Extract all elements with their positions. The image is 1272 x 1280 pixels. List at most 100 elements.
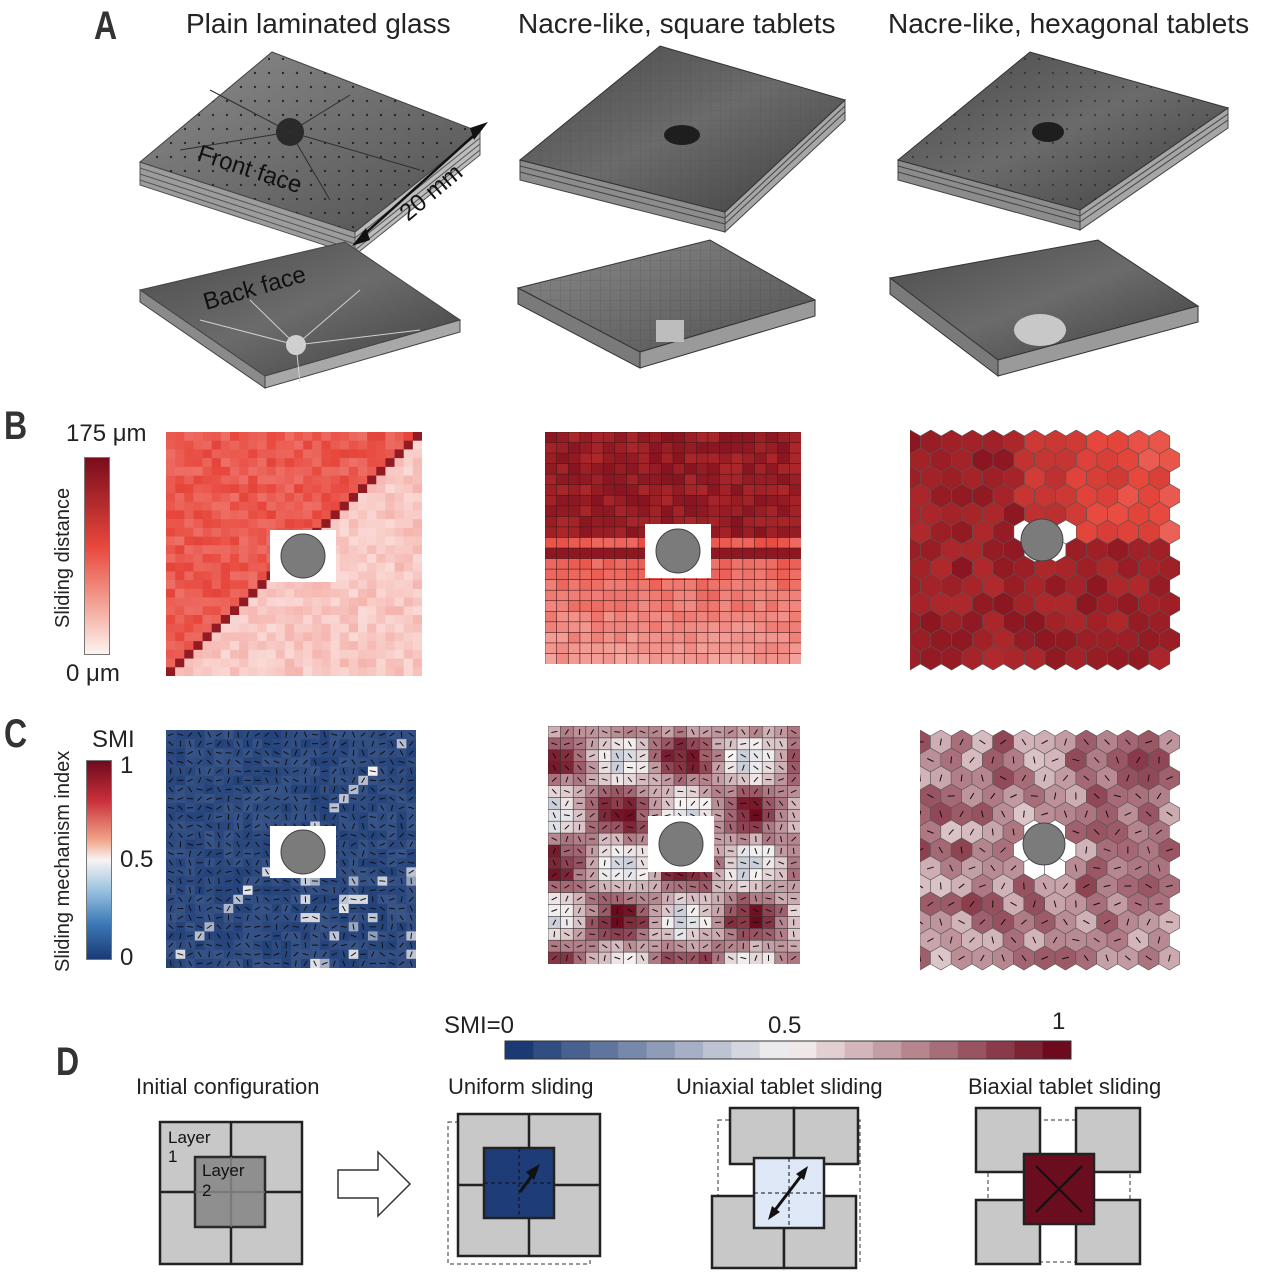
heatmap-cell <box>193 658 203 668</box>
mechanism-glyph <box>389 750 395 756</box>
heatmap-cell <box>567 642 581 655</box>
mechanism-glyph <box>254 878 260 884</box>
heatmap-cell <box>545 505 558 517</box>
mechanism-glyph <box>652 777 658 782</box>
mechanism-glyph <box>390 923 393 930</box>
heatmap-cell <box>166 536 176 546</box>
mechanism-glyph <box>340 741 347 746</box>
mechanism-glyph <box>399 814 404 820</box>
mechanism-glyph <box>360 880 367 882</box>
mechanism-glyph <box>303 731 308 738</box>
heatmap-cell <box>376 545 386 555</box>
heatmap-cell <box>579 621 593 633</box>
heatmap-cell <box>403 658 414 668</box>
heatmap-cell <box>230 597 240 607</box>
heatmap-cell <box>166 588 176 598</box>
heatmap-cell <box>266 466 277 476</box>
heatmap-cell <box>202 493 213 503</box>
mechanism-glyph <box>552 859 557 866</box>
colorbar-swatch <box>646 1041 676 1059</box>
mechanism-glyph <box>292 944 299 947</box>
mechanism-glyph <box>168 786 174 793</box>
mechanism-glyph <box>999 775 1007 781</box>
mechanism-glyph <box>1021 774 1027 782</box>
heatmap-cell <box>193 501 203 511</box>
mechanism-glyph <box>379 733 386 737</box>
heatmap-cell <box>239 580 249 590</box>
mechanism-glyph <box>196 944 203 946</box>
heatmap-cell <box>175 588 185 598</box>
heatmap-cell <box>614 442 628 454</box>
heatmap-cell <box>239 632 249 642</box>
heatmap-cell <box>348 475 359 485</box>
heatmap-cell <box>545 537 558 549</box>
heatmap-cell <box>321 484 331 494</box>
heatmap-cell <box>649 484 662 496</box>
mechanism-glyph <box>284 740 289 747</box>
heatmap-cell <box>385 501 395 511</box>
heatmap-cell <box>303 449 313 459</box>
mechanism-glyph <box>294 960 297 967</box>
heatmap-cell <box>777 642 790 655</box>
mechanism-glyph <box>370 878 375 884</box>
heatmap-cell <box>348 615 359 625</box>
mechanism-glyph <box>362 740 365 747</box>
heatmap-cell <box>649 432 662 444</box>
heatmap-cell <box>275 484 286 494</box>
mechanism-glyph <box>564 765 570 771</box>
mechanism-glyph <box>715 931 721 937</box>
heatmap-cell <box>626 558 639 570</box>
heatmap-cell <box>193 449 203 459</box>
heatmap-cell <box>789 494 801 507</box>
panel-label-c: C <box>4 712 28 756</box>
heatmap-cell <box>294 449 304 459</box>
mechanism-glyph <box>215 779 222 782</box>
heatmap-cell <box>556 505 569 517</box>
mechanism-glyph <box>627 955 633 961</box>
heatmap-cell <box>239 571 249 581</box>
mechanism-glyph <box>602 741 607 747</box>
mechanism-glyph <box>197 777 202 784</box>
heatmap-cell <box>166 571 176 581</box>
heatmap-cell <box>348 571 359 581</box>
heatmap-cell <box>567 610 581 623</box>
heatmap-cell <box>303 588 313 598</box>
mechanism-glyph <box>321 961 328 965</box>
heatmap-cell <box>394 667 405 676</box>
heatmap-cell <box>719 432 732 444</box>
mechanism-glyph <box>198 905 201 912</box>
mechanism-glyph <box>351 878 356 884</box>
heatmap-cell <box>330 493 341 503</box>
mechanism-glyph <box>551 872 558 877</box>
mechanism-glyph <box>1072 938 1080 942</box>
heatmap-cell <box>730 621 744 633</box>
mechanism-glyph <box>379 889 386 892</box>
heatmap-cell <box>312 658 322 668</box>
mechanism-glyph <box>779 907 783 914</box>
mechanism-glyph <box>254 953 261 956</box>
heatmap-cell <box>330 475 341 485</box>
mechanism-glyph <box>389 732 395 737</box>
heatmap-cell <box>339 623 350 633</box>
heatmap-cell <box>730 463 744 475</box>
mechanism-glyph <box>1052 936 1058 944</box>
mechanism-glyph <box>653 883 658 890</box>
heatmap-cell <box>303 632 313 642</box>
mechanism-glyph <box>399 841 404 848</box>
heatmap-cell <box>248 562 258 572</box>
mechanism-glyph <box>602 908 608 913</box>
heatmap-cell <box>385 562 395 572</box>
mechanism-glyph <box>245 869 251 875</box>
mechanism-glyph <box>727 790 734 793</box>
heatmap-cell <box>545 653 558 664</box>
mechanism-glyph <box>715 837 722 841</box>
heatmap-cell <box>567 579 581 591</box>
mechanism-glyph <box>767 812 770 819</box>
mechanism-glyph <box>342 768 346 775</box>
heatmap-cell <box>567 600 581 612</box>
heatmap-cell <box>211 475 222 485</box>
mechanism-glyph <box>589 825 596 829</box>
mechanism-glyph <box>168 933 174 939</box>
mechanism-glyph <box>254 751 261 755</box>
mechanism-glyph <box>614 742 621 746</box>
